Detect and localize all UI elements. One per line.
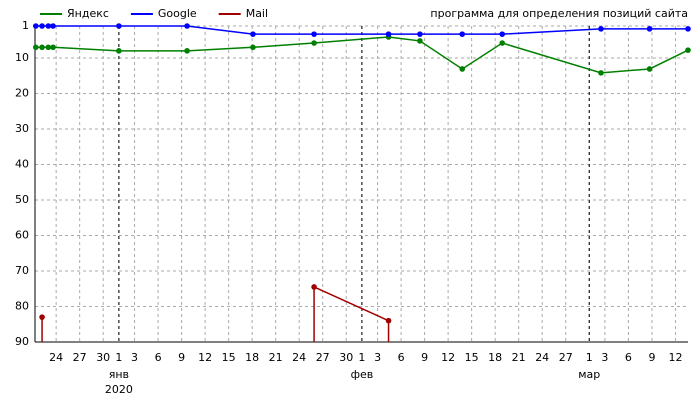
x-tick-label: 27 — [73, 351, 87, 364]
point — [50, 23, 56, 29]
point — [32, 23, 39, 29]
x-tick-label: 15 — [465, 351, 479, 364]
y-tick-label: 70 — [15, 264, 29, 277]
point — [499, 40, 506, 46]
x-tick-label: 9 — [178, 351, 185, 364]
point — [184, 48, 190, 54]
year-label: 2020 — [105, 383, 133, 396]
x-tick-label: 18 — [245, 351, 259, 364]
x-tick-label: 24 — [535, 351, 549, 364]
point — [417, 38, 423, 44]
y-tick-label: 30 — [15, 122, 29, 135]
x-tick-label: 30 — [339, 351, 353, 364]
x-tick-label: 24 — [292, 351, 306, 364]
x-tick-label: 12 — [441, 351, 455, 364]
point — [311, 40, 317, 46]
point — [685, 26, 691, 32]
y-tick-label: 1 — [22, 19, 29, 32]
point — [39, 23, 45, 29]
annotation: программа для определения позиций сайта — [430, 7, 688, 20]
y-tick-label: 20 — [15, 86, 29, 99]
point — [250, 31, 256, 37]
point — [417, 31, 423, 37]
y-tick-label: 40 — [15, 157, 29, 170]
point — [459, 31, 466, 37]
point — [598, 26, 604, 32]
x-tick-label: 1 — [115, 351, 122, 364]
x-tick-label: 1 — [358, 351, 365, 364]
legend-label: Google — [158, 7, 197, 20]
y-tick-label: 10 — [15, 51, 29, 64]
series-line — [35, 36, 689, 74]
point — [45, 23, 52, 29]
point — [598, 70, 604, 76]
point — [646, 26, 653, 32]
x-tick-label: 18 — [488, 351, 502, 364]
point — [385, 317, 392, 324]
y-tick-label: 50 — [15, 193, 29, 206]
x-tick-label: 12 — [668, 351, 682, 364]
point — [32, 44, 39, 51]
month-label: янв — [109, 368, 129, 381]
x-tick-label: 27 — [559, 351, 573, 364]
x-tick-label: 6 — [398, 351, 405, 364]
x-tick-label: 9 — [421, 351, 428, 364]
x-tick-label: 6 — [625, 351, 632, 364]
point — [45, 44, 52, 51]
point — [39, 44, 45, 51]
y-tick-label: 60 — [15, 228, 29, 241]
y-tick-label: 80 — [15, 299, 29, 312]
legend-label: Mail — [246, 7, 268, 20]
point — [646, 66, 653, 72]
point — [311, 284, 317, 290]
point — [311, 31, 317, 37]
y-tick-label: 90 — [15, 335, 29, 348]
x-tick-label: 27 — [316, 351, 330, 364]
point — [685, 47, 691, 53]
x-tick-label: 12 — [198, 351, 212, 364]
series-line — [313, 286, 389, 322]
point — [184, 23, 190, 29]
x-tick-label: 21 — [512, 351, 526, 364]
month-label: фев — [351, 368, 374, 381]
x-tick-label: 3 — [374, 351, 381, 364]
point — [50, 44, 56, 51]
x-tick-label: 15 — [222, 351, 236, 364]
x-tick-label: 21 — [269, 351, 283, 364]
point — [250, 44, 256, 51]
point — [39, 314, 45, 320]
point — [116, 48, 122, 54]
point — [385, 31, 392, 37]
x-tick-label: 1 — [586, 351, 593, 364]
point — [116, 23, 122, 29]
x-tick-label: 3 — [131, 351, 138, 364]
month-label: мар — [578, 368, 600, 381]
legend-label: Яндекс — [67, 7, 109, 20]
x-tick-label: 9 — [648, 351, 655, 364]
point — [459, 66, 466, 72]
x-tick-label: 24 — [49, 351, 63, 364]
x-tick-label: 30 — [96, 351, 110, 364]
x-tick-label: 6 — [155, 351, 162, 364]
x-tick-label: 3 — [601, 351, 608, 364]
point — [499, 31, 506, 37]
